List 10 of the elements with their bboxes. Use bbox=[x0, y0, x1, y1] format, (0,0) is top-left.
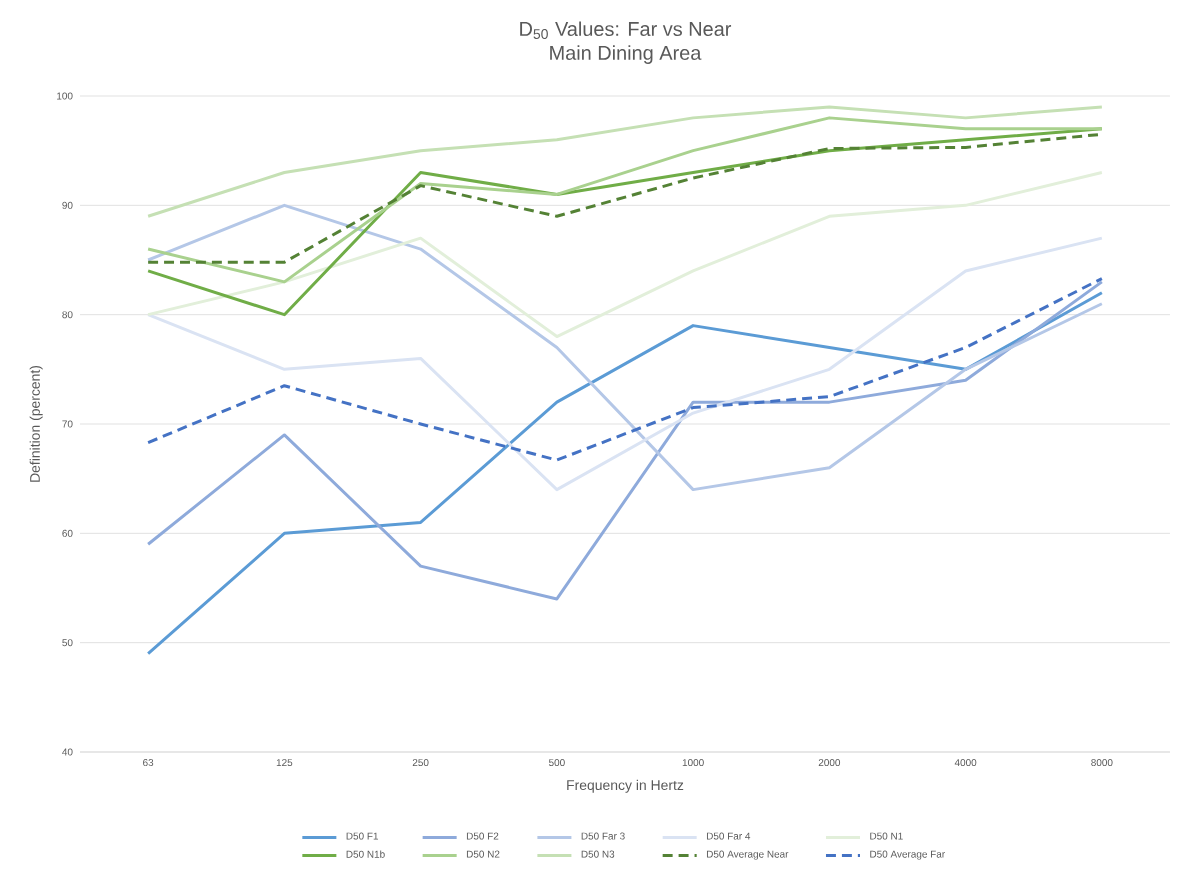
line-series bbox=[146, 277, 1104, 462]
line-series bbox=[146, 127, 1104, 317]
chart-title: D$_{50}$ Values: Far vs Near bbox=[520, 21, 732, 39]
line-series bbox=[146, 291, 1104, 656]
chart-subtitle: Main Dining Area bbox=[550, 45, 702, 64]
line-series bbox=[146, 280, 1104, 601]
line-series bbox=[146, 171, 1104, 339]
line-series bbox=[146, 105, 1104, 218]
line-series bbox=[146, 132, 1104, 264]
line-series bbox=[146, 116, 1104, 284]
